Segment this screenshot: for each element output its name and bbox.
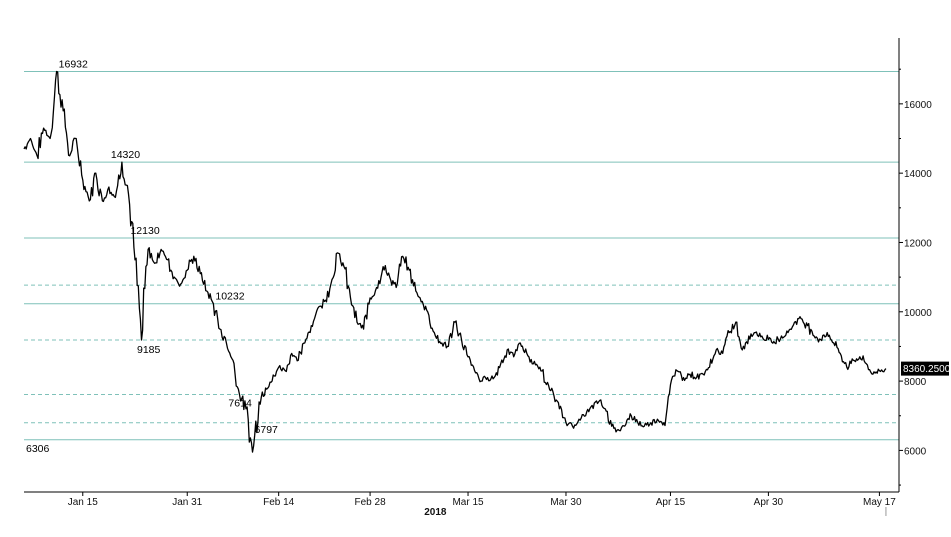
level-label: 6306 bbox=[26, 443, 50, 455]
y-tick-label: 12000 bbox=[904, 238, 932, 249]
x-tick-label: Jan 15 bbox=[68, 497, 98, 508]
level-label: 7614 bbox=[228, 397, 252, 409]
x-tick-label: Apr 15 bbox=[656, 497, 686, 508]
x-tick-label: Feb 28 bbox=[355, 497, 387, 508]
level-label: 6797 bbox=[255, 424, 279, 436]
x-tick-label: Mar 15 bbox=[452, 497, 484, 508]
x-axis-year-label: 2018 bbox=[424, 507, 447, 518]
y-tick-label: 14000 bbox=[904, 169, 932, 180]
y-tick-label: 10000 bbox=[904, 308, 932, 319]
x-tick-label: Jan 31 bbox=[172, 497, 202, 508]
level-label: 9185 bbox=[137, 344, 161, 356]
y-tick-label: 6000 bbox=[904, 446, 927, 457]
level-label: 14320 bbox=[111, 149, 140, 161]
x-tick-label: May 17 bbox=[863, 497, 896, 508]
level-label: 12130 bbox=[130, 225, 159, 237]
level-label: 10232 bbox=[215, 291, 244, 303]
level-annotations: 16932 14320 12130 10232 9185 7614 6797 6306 bbox=[26, 59, 278, 455]
x-tick-label: Apr 30 bbox=[754, 497, 784, 508]
y-tick-label: 8000 bbox=[904, 377, 927, 388]
x-tick-label: Mar 30 bbox=[550, 497, 582, 508]
axes: Jan 15 Jan 31 Feb 14 Feb 28 Mar 15 Mar 30 Apr … bbox=[24, 38, 951, 516]
level-label: 16932 bbox=[59, 59, 88, 71]
y-tick-label: 16000 bbox=[904, 100, 932, 111]
price-line bbox=[23, 70, 887, 453]
last-price-badge bbox=[901, 361, 949, 376]
level-lines bbox=[24, 71, 899, 441]
last-price-label: 8360.2500 bbox=[903, 364, 951, 375]
x-tick-label: Feb 14 bbox=[263, 497, 295, 508]
price-series bbox=[23, 70, 887, 453]
